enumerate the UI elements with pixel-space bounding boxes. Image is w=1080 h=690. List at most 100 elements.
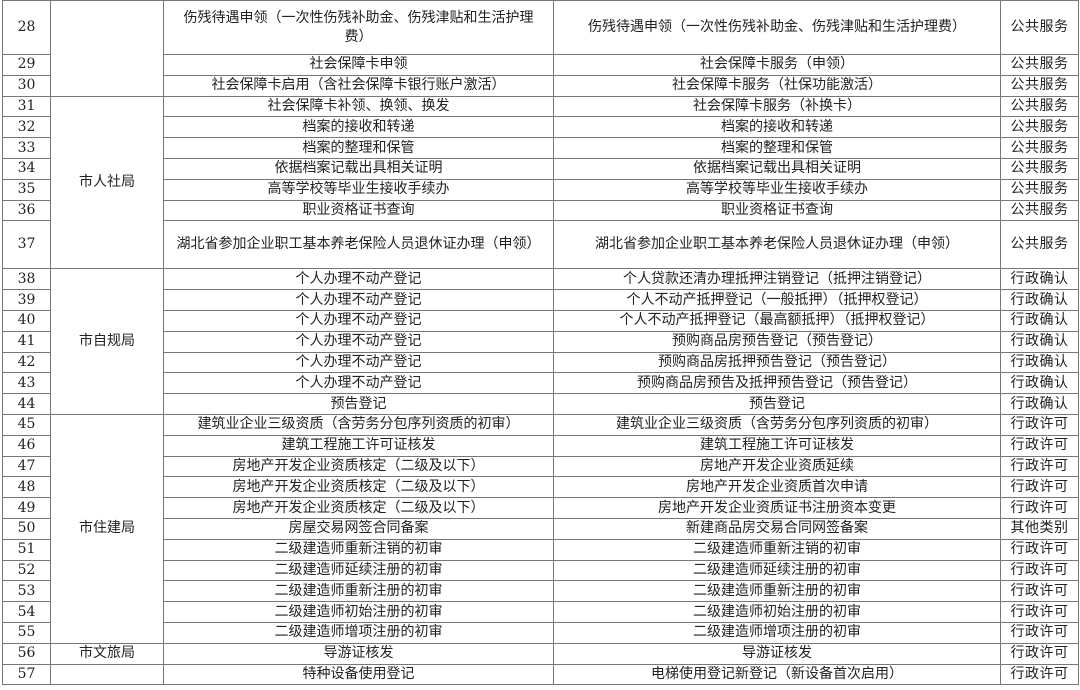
table-row: 51 二级建造师重新注销的初审 二级建造师重新注销的初审 行政许可 (2, 538, 1079, 561)
row-number: 31 (2, 95, 51, 118)
item-name: 二级建造师延续注册的初审 (163, 559, 554, 582)
item-name: 社会保障卡补领、换领、换发 (163, 95, 554, 118)
row-number: 39 (2, 289, 51, 311)
category-cell: 行政许可 (1000, 413, 1079, 436)
category-cell: 行政许可 (1000, 476, 1079, 499)
row-number: 34 (2, 157, 51, 180)
category-cell: 公共服务 (1000, 199, 1079, 222)
sub-item-name: 档案的接收和转递 (553, 116, 1001, 139)
item-name: 二级建造师增项注册的初审 (163, 621, 554, 644)
category-cell: 公共服务 (1000, 220, 1079, 270)
category-cell: 行政确认 (1000, 289, 1079, 311)
category-cell: 其他类别 (1000, 517, 1079, 540)
table-row: 44 预告登记 预告登记 行政确认 (2, 393, 1079, 415)
table-row: 36 职业资格证书查询 职业资格证书查询 公共服务 (2, 199, 1079, 222)
table-row: 34 依据档案记载出具相关证明 依据档案记载出具相关证明 公共服务 (2, 157, 1079, 180)
table-row: 57 特种设备使用登记 电梯使用登记新登记（新设备首次启用） 行政许可 (2, 663, 1079, 686)
item-name: 二级建造师重新注册的初审 (163, 580, 554, 603)
row-number: 28 (2, 0, 51, 55)
item-name: 依据档案记载出具相关证明 (163, 157, 554, 180)
table-row: 46 建筑工程施工许可证核发 建筑工程施工许可证核发 行政许可 (2, 434, 1079, 457)
item-name: 社会保障卡启用（含社会保障卡银行账户激活） (163, 74, 554, 97)
item-name: 建筑工程施工许可证核发 (163, 434, 554, 457)
table-row: 42 个人办理不动产登记 预购商品房抵押预告登记（预告登记） 行政确认 (2, 351, 1079, 374)
category-cell: 公共服务 (1000, 0, 1079, 55)
row-number: 37 (2, 220, 51, 270)
item-name: 二级建造师初始注册的初审 (163, 601, 554, 623)
sub-item-name: 新建商品房交易合同网签备案 (553, 517, 1001, 540)
category-cell: 公共服务 (1000, 74, 1079, 97)
table-row: 45 市住建局 建筑业企业三级资质（含劳务分包序列资质的初审） 建筑业企业三级资质（含… (2, 413, 1079, 644)
row-number: 48 (2, 476, 51, 499)
sub-item-name: 二级建造师重新注销的初审 (553, 538, 1001, 561)
row-number: 47 (2, 455, 51, 478)
item-name: 个人办理不动产登记 (163, 309, 554, 332)
item-name: 房地产开发企业资质核定（二级及以下） (163, 497, 554, 519)
category-cell: 行政确认 (1000, 372, 1079, 395)
sub-item-name: 个人不动产抵押登记（最高额抵押）（抵押权登记） (553, 309, 1001, 332)
row-number: 29 (2, 54, 51, 76)
sub-item-name: 房地产开发企业资质首次申请 (553, 476, 1001, 499)
sub-item-name: 二级建造师增项注册的初审 (553, 621, 1001, 644)
sub-item-name: 社会保障卡服务（社保功能激活） (553, 74, 1001, 97)
sub-item-name: 电梯使用登记新登记（新设备首次启用） (553, 663, 1001, 686)
category-cell: 公共服务 (1000, 116, 1079, 139)
table-row: 53 二级建造师重新注册的初审 二级建造师重新注册的初审 行政许可 (2, 580, 1079, 603)
table-row: 28 伤残待遇申领（一次性伤残补助金、伤残津贴和生活护理费） 伤残待遇申领（一次性伤… (2, 0, 1079, 97)
sub-item-name: 预告登记 (553, 393, 1001, 415)
table-row: 47 房地产开发企业资质核定（二级及以下） 房地产开发企业资质延续 行政许可 (2, 455, 1079, 478)
sub-item-name: 导游证核发 (553, 642, 1001, 665)
table-row: 30 社会保障卡启用（含社会保障卡银行账户激活） 社会保障卡服务（社保功能激活） 公共… (2, 74, 1079, 97)
item-name: 高等学校等毕业生接收手续办 (163, 178, 554, 201)
category-cell: 公共服务 (1000, 95, 1079, 118)
category-cell: 行政许可 (1000, 434, 1079, 457)
sub-item-name: 个人贷款还清办理抵押注销登记（抵押注销登记） (553, 268, 1001, 291)
item-name: 导游证核发 (163, 642, 554, 665)
item-name: 个人办理不动产登记 (163, 372, 554, 395)
table-row: 54 二级建造师初始注册的初审 二级建造师初始注册的初审 行政许可 (2, 601, 1079, 623)
row-number: 33 (2, 137, 51, 159)
category-cell: 行政许可 (1000, 580, 1079, 603)
category-cell: 行政许可 (1000, 621, 1079, 644)
item-name: 二级建造师重新注销的初审 (163, 538, 554, 561)
table-row: 50 房屋交易网签合同备案 新建商品房交易合同网签备案 其他类别 (2, 517, 1079, 540)
item-name: 房屋交易网签合同备案 (163, 517, 554, 540)
category-cell: 行政确认 (1000, 268, 1079, 291)
item-name: 个人办理不动产登记 (163, 268, 554, 291)
item-name: 湖北省参加企业职工基本养老保险人员退休证办理（申领） (163, 220, 554, 270)
category-cell: 公共服务 (1000, 54, 1079, 76)
sub-item-name: 建筑业企业三级资质（含劳务分包序列资质的初审） (553, 413, 1001, 436)
sub-item-name: 高等学校等毕业生接收手续办 (553, 178, 1001, 201)
table-row: 32 档案的接收和转递 档案的接收和转递 公共服务 (2, 116, 1079, 139)
table-row: 55 二级建造师增项注册的初审 二级建造师增项注册的初审 行政许可 (2, 621, 1079, 644)
table-row: 37 湖北省参加企业职工基本养老保险人员退休证办理（申领） 湖北省参加企业职工基本养… (2, 220, 1079, 270)
item-name: 社会保障卡申领 (163, 54, 554, 76)
sub-item-name: 湖北省参加企业职工基本养老保险人员退休证办理（申领） (553, 220, 1001, 270)
item-name: 个人办理不动产登记 (163, 289, 554, 311)
sub-item-name: 预购商品房预告及抵押预告登记（预告登记） (553, 372, 1001, 395)
category-cell: 行政许可 (1000, 497, 1079, 519)
item-name: 个人办理不动产登记 (163, 351, 554, 374)
item-name: 个人办理不动产登记 (163, 330, 554, 353)
row-number: 51 (2, 538, 51, 561)
table-row: 29 社会保障卡申领 社会保障卡服务（申领） 公共服务 (2, 54, 1079, 76)
category-cell: 行政许可 (1000, 601, 1079, 623)
category-cell: 行政许可 (1000, 559, 1079, 582)
category-cell: 行政许可 (1000, 455, 1079, 478)
table-row: 48 房地产开发企业资质核定（二级及以下） 房地产开发企业资质首次申请 行政许可 (2, 476, 1079, 499)
category-cell: 行政确认 (1000, 309, 1079, 332)
table-row: 31 市人社局 社会保障卡补领、换领、换发 社会保障卡服务（补换卡） 公共服务 (2, 95, 1079, 270)
table-row: 56 市文旅局 导游证核发 导游证核发 行政许可 (2, 642, 1079, 665)
sub-item-name: 档案的整理和保管 (553, 137, 1001, 159)
row-number: 57 (2, 663, 51, 686)
row-number: 52 (2, 559, 51, 582)
category-cell: 公共服务 (1000, 157, 1079, 180)
row-number: 42 (2, 351, 51, 374)
row-number: 55 (2, 621, 51, 644)
row-number: 45 (2, 413, 51, 436)
row-number: 56 (2, 642, 51, 665)
item-name: 伤残待遇申领（一次性伤残补助金、伤残津贴和生活护理费） (163, 0, 554, 55)
table-row: 40 个人办理不动产登记 个人不动产抵押登记（最高额抵押）（抵押权登记） 行政确认 (2, 309, 1079, 332)
category-cell: 公共服务 (1000, 178, 1079, 201)
